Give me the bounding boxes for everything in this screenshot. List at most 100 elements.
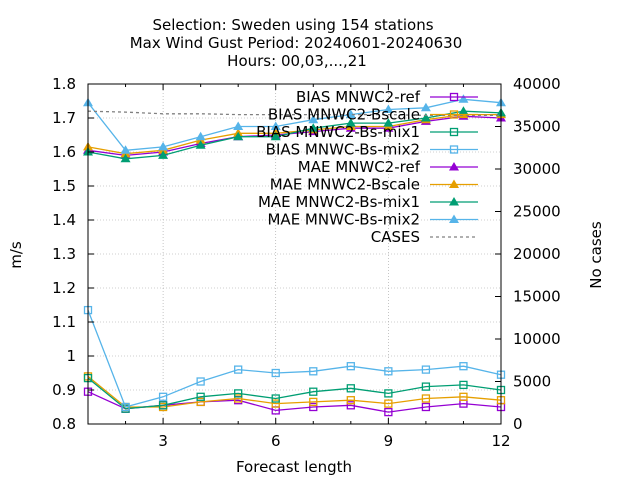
data-point (345, 118, 356, 127)
y2-axis-label: No cases (587, 221, 605, 289)
y2-tick-label: 40000 (513, 75, 561, 93)
data-point (234, 394, 243, 403)
y2-tick-label: 30000 (513, 160, 561, 178)
data-point (158, 392, 168, 401)
data-point (270, 131, 281, 141)
series-group (83, 305, 506, 412)
y2-tick-label: 5000 (513, 373, 551, 391)
series-group (83, 373, 506, 413)
data-point (120, 145, 131, 154)
data-point (459, 380, 468, 390)
x-tick-label: 3 (158, 432, 168, 450)
y-tick-label: 1.2 (52, 279, 76, 297)
data-point (309, 402, 318, 412)
series-group (87, 110, 501, 117)
data-point (309, 387, 318, 396)
data-point (384, 407, 393, 417)
series-group (83, 387, 506, 417)
data-point (420, 102, 431, 112)
chart-title: Selection: Sweden using 154 stations Max… (130, 16, 463, 70)
data-point (449, 145, 459, 154)
data-point (449, 162, 459, 171)
data-point (384, 399, 393, 408)
data-point (346, 384, 355, 393)
legend-label: BIAS MNWC2-Bscale (268, 106, 420, 124)
data-point (270, 121, 281, 130)
series-line (87, 110, 501, 117)
x-tick-label: 9 (384, 432, 394, 450)
data-point (421, 402, 431, 412)
legend-label: CASES (371, 228, 420, 246)
series-line (87, 110, 502, 160)
chart-title-line: Max Wind Gust Period: 20240601-20240630 (130, 34, 463, 52)
data-point (420, 113, 431, 122)
y2-tick-label: 35000 (513, 118, 561, 136)
x-axis-label: Forecast length (236, 458, 352, 476)
legend-label: BIAS MNWC-Bs-mix2 (266, 141, 420, 159)
y2-tick-label: 0 (513, 415, 523, 433)
data-point (196, 377, 205, 386)
data-point (346, 396, 355, 405)
axis-ticks: 0.8 0.9 1 1.1 1.2 1.3 1.4 1.5 1.6 1.7 1.8 0 5000 1000… (52, 75, 561, 450)
series-line (87, 309, 502, 408)
y-tick-label: 1.5 (52, 177, 76, 195)
data-point (309, 397, 318, 407)
y-tick-label: 0.9 (52, 381, 76, 399)
data-point (449, 127, 459, 137)
series-group (83, 106, 506, 163)
data-point (195, 131, 206, 141)
data-point (383, 104, 394, 113)
x-tick-label: 6 (271, 432, 281, 450)
data-point (345, 109, 356, 119)
data-point (233, 121, 244, 130)
data-point (449, 214, 459, 223)
legend-label: MAE MNWC2-Bscale (270, 176, 420, 194)
y-tick-label: 1.3 (52, 245, 76, 263)
data-point (233, 131, 244, 141)
data-point (271, 368, 280, 378)
y-tick-label: 1 (66, 347, 76, 365)
data-point (271, 394, 280, 403)
chart-title-line: Selection: Sweden using 154 stations (152, 16, 433, 34)
y-tick-label: 1.4 (52, 211, 76, 229)
data-point (449, 179, 459, 188)
legend-label: MAE MNWC2-ref (298, 158, 421, 176)
data-point (234, 389, 243, 398)
series-line (87, 113, 501, 155)
data-point (234, 365, 243, 374)
data-point (196, 392, 205, 401)
x-tick-label: 12 (491, 432, 510, 450)
data-point (308, 123, 319, 132)
data-point (158, 141, 169, 151)
y-tick-label: 1.7 (52, 109, 76, 127)
data-point (271, 399, 280, 408)
chart-title-line: Hours: 00,03,...,21 (227, 52, 367, 70)
data-point (120, 153, 131, 163)
y-tick-label: 0.8 (52, 415, 76, 433)
data-point (384, 389, 393, 398)
data-point (459, 362, 468, 371)
data-point (309, 367, 318, 376)
y-tick-label: 1.8 (52, 75, 76, 93)
data-point (421, 382, 431, 391)
legend-label: MAE MNWC2-Bs-mix1 (258, 193, 420, 211)
y2-tick-label: 10000 (513, 330, 561, 348)
legend-label: MAE MNWC-Bs-mix2 (267, 211, 420, 229)
series-line (87, 377, 502, 410)
y-tick-label: 1.6 (52, 143, 76, 161)
data-point (459, 392, 468, 401)
y2-tick-label: 25000 (513, 203, 561, 221)
data-point (383, 118, 394, 127)
data-point (121, 402, 130, 412)
data-point (308, 114, 319, 124)
series-line (87, 98, 502, 151)
data-point (158, 401, 168, 410)
y2-tick-label: 15000 (513, 288, 561, 306)
y-tick-label: 1.1 (52, 313, 76, 331)
data-point (346, 362, 355, 371)
data-point (158, 150, 169, 159)
data-point (449, 92, 459, 102)
data-point (384, 367, 393, 376)
